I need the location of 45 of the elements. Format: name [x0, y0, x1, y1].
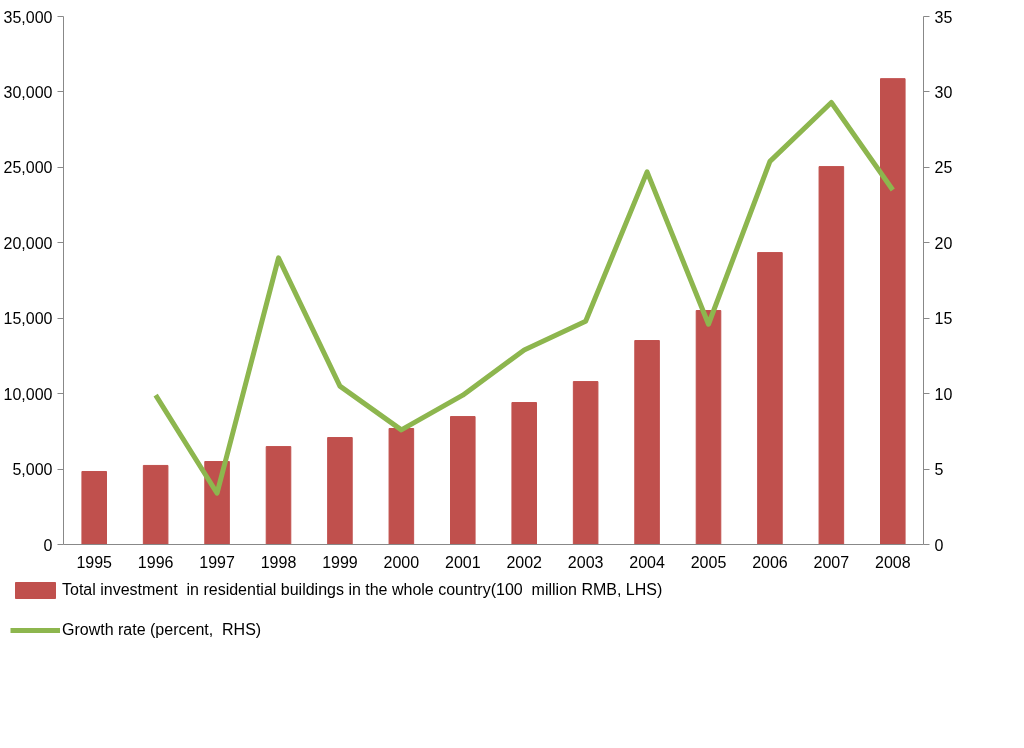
bar — [142, 464, 169, 545]
x-tick-label: 1997 — [199, 553, 235, 571]
bar — [327, 437, 353, 545]
legend-label: Total investment in residential buildings in the whole country(100 million RMB, LHS) — [62, 581, 663, 599]
bar — [81, 470, 107, 545]
x-tick-label: 1995 — [76, 553, 113, 571]
bar — [695, 310, 722, 545]
y2-tick-label: 20 — [934, 234, 953, 252]
bar — [818, 166, 845, 545]
bar — [511, 402, 537, 545]
bar — [757, 252, 783, 545]
y-tick-label: 25,000 — [3, 159, 53, 177]
y-tick-label: 10,000 — [3, 385, 53, 403]
x-tick-label: 1996 — [137, 553, 174, 571]
y-tick-label: 5,000 — [12, 461, 53, 479]
bar — [265, 446, 292, 545]
x-tick-label: 2006 — [752, 553, 788, 571]
bar — [450, 416, 476, 545]
bar — [880, 78, 906, 545]
y-tick-label: 35,000 — [3, 8, 53, 26]
y-tick-label: 30,000 — [3, 83, 53, 101]
x-tick-label: 2002 — [506, 553, 543, 571]
y-tick-label: 0 — [43, 536, 53, 554]
y2-tick-label: 10 — [934, 385, 953, 403]
x-tick-label: 2007 — [813, 553, 850, 571]
x-tick-label: 1998 — [260, 553, 297, 571]
y-tick-label: 20,000 — [3, 234, 53, 252]
y2-tick-label: 25 — [934, 159, 953, 177]
legend-label: Growth rate (percent, RHS) — [62, 621, 262, 639]
y-tick-label: 15,000 — [3, 310, 53, 328]
bar — [388, 427, 415, 545]
bar — [634, 340, 660, 545]
x-tick-label: 1999 — [322, 553, 358, 571]
x-tick-label: 2001 — [444, 553, 481, 571]
y2-tick-label: 5 — [934, 461, 944, 479]
x-tick-label: 2004 — [629, 553, 665, 571]
y2-tick-label: 0 — [934, 536, 944, 554]
bar — [572, 381, 599, 545]
x-tick-label: 2000 — [383, 553, 420, 571]
y2-tick-label: 30 — [934, 83, 953, 101]
x-tick-label: 2003 — [567, 553, 604, 571]
x-tick-label: 2005 — [690, 553, 727, 571]
y2-tick-label: 15 — [934, 310, 953, 328]
y2-tick-label: 35 — [934, 8, 953, 26]
x-tick-label: 2008 — [874, 553, 911, 571]
